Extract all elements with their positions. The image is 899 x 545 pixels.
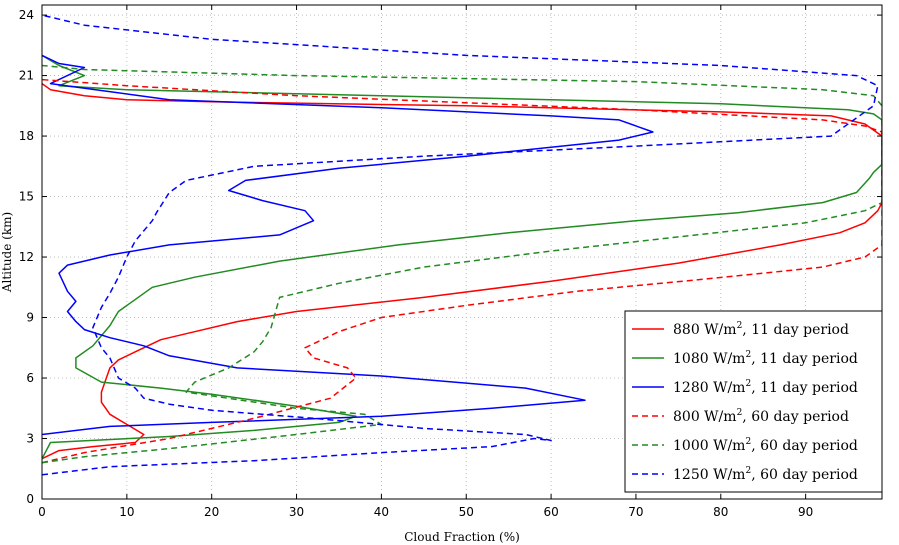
legend-label-6: 1250 W/m2, 60 day period — [673, 466, 858, 483]
legend-label-2: 1080 W/m2, 11 day period — [673, 350, 858, 367]
legend-label-tail: , 60 day period — [751, 467, 858, 483]
legend-label-5: 1000 W/m2, 60 day period — [673, 437, 858, 454]
legend-label-sup: 2 — [745, 437, 751, 447]
x-axis-label: Cloud Fraction (%) — [404, 530, 520, 544]
legend-label-tail: , 11 day period — [742, 322, 849, 338]
legend-label-tail: , 60 day period — [742, 409, 849, 425]
legend-label-sup: 2 — [737, 408, 743, 418]
series-line-2 — [42, 54, 882, 460]
legend-label-main: 1250 W/m — [673, 467, 745, 483]
legend-label-main: 800 W/m — [673, 409, 737, 425]
series-line-1 — [42, 82, 882, 460]
y-tick-label: 0 — [26, 492, 34, 506]
legend-label-sup: 2 — [745, 350, 751, 360]
x-tick-label: 90 — [798, 505, 813, 519]
y-tick-label: 12 — [19, 250, 34, 264]
x-tick-label: 60 — [543, 505, 558, 519]
x-tick-label: 20 — [204, 505, 219, 519]
legend-box — [624, 310, 883, 493]
legend-label-1: 880 W/m2, 11 day period — [673, 321, 849, 338]
plot-frame — [41, 4, 883, 500]
series-line-5 — [42, 64, 882, 464]
x-tick-label: 0 — [38, 505, 46, 519]
y-tick-label: 3 — [26, 432, 34, 446]
legend-label-sup: 2 — [745, 379, 751, 389]
legend-label-tail: , 11 day period — [751, 351, 858, 367]
x-tick-label: 30 — [289, 505, 304, 519]
x-tick-label: 80 — [713, 505, 728, 519]
y-tick-label: 21 — [19, 69, 34, 83]
y-tick-label: 9 — [26, 311, 34, 325]
x-tick-label: 70 — [628, 505, 643, 519]
series-line-3 — [42, 54, 654, 436]
legend-label-3: 1280 W/m2, 11 day period — [673, 379, 858, 396]
legend-label-main: 1280 W/m — [673, 380, 745, 396]
y-tick-label: 6 — [26, 371, 34, 385]
legend-label-tail: , 11 day period — [751, 380, 858, 396]
x-tick-label: 40 — [374, 505, 389, 519]
y-tick-label: 24 — [19, 8, 34, 22]
series-lines — [42, 14, 882, 476]
legend-label-tail: , 60 day period — [751, 438, 858, 454]
legend-label-main: 1000 W/m — [673, 438, 745, 454]
series-line-6 — [42, 14, 879, 476]
series-line-4 — [42, 78, 882, 464]
grid-lines — [42, 5, 882, 499]
legend-label-main: 880 W/m — [673, 322, 737, 338]
x-tick-label: 50 — [459, 505, 474, 519]
x-tick-label: 10 — [119, 505, 134, 519]
axis-ticks: 0 10 20 30 40 50 60 70 80 90 0 3 6 9 12 15 18 21 24 — [19, 5, 882, 519]
legend-label-main: 1080 W/m — [673, 351, 745, 367]
y-tick-label: 18 — [19, 129, 34, 143]
legend-label-sup: 2 — [745, 466, 751, 476]
y-tick-label: 15 — [19, 190, 34, 204]
legend-label-4: 800 W/m2, 60 day period — [673, 408, 849, 425]
y-axis-label: Altitude (km) — [0, 212, 14, 293]
legend-label-sup: 2 — [737, 321, 743, 331]
